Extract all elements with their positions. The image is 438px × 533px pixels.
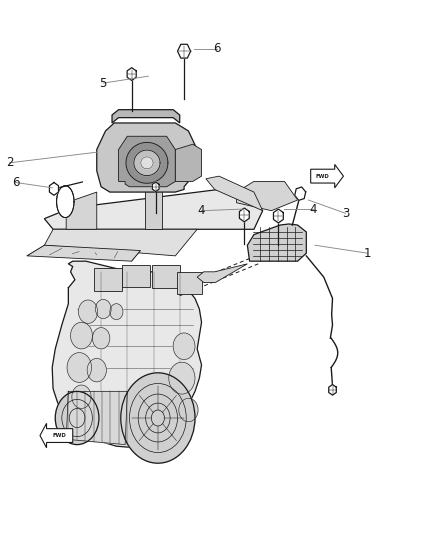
Polygon shape: [52, 261, 201, 447]
Polygon shape: [44, 189, 263, 229]
Text: 4: 4: [198, 204, 205, 217]
Polygon shape: [295, 187, 306, 200]
Polygon shape: [126, 142, 168, 183]
FancyBboxPatch shape: [177, 272, 202, 294]
Text: FWD: FWD: [52, 433, 66, 438]
Polygon shape: [134, 150, 160, 175]
Polygon shape: [247, 224, 306, 261]
Polygon shape: [273, 209, 283, 223]
Circle shape: [78, 300, 98, 324]
FancyBboxPatch shape: [152, 265, 180, 288]
Polygon shape: [329, 384, 336, 395]
Circle shape: [92, 328, 110, 349]
Polygon shape: [127, 68, 136, 80]
FancyBboxPatch shape: [122, 265, 150, 287]
Polygon shape: [206, 176, 263, 211]
Circle shape: [95, 300, 111, 319]
Polygon shape: [237, 181, 297, 211]
Polygon shape: [97, 123, 197, 192]
Circle shape: [110, 304, 123, 320]
Polygon shape: [152, 182, 159, 191]
Text: FWD: FWD: [316, 174, 329, 179]
Text: 1: 1: [364, 247, 371, 260]
Polygon shape: [57, 185, 74, 217]
Polygon shape: [66, 391, 127, 445]
Text: 3: 3: [342, 207, 349, 220]
Polygon shape: [197, 264, 247, 282]
Polygon shape: [40, 423, 73, 448]
Polygon shape: [44, 229, 197, 256]
Text: 4: 4: [309, 203, 317, 215]
Circle shape: [55, 391, 99, 445]
Circle shape: [67, 353, 92, 382]
Circle shape: [169, 362, 195, 394]
Circle shape: [121, 373, 195, 463]
Text: 5: 5: [99, 77, 107, 90]
Polygon shape: [177, 44, 191, 58]
Polygon shape: [119, 136, 175, 187]
Text: 6: 6: [12, 176, 20, 189]
Polygon shape: [311, 165, 343, 188]
Text: 6: 6: [213, 42, 221, 55]
Text: 2: 2: [6, 156, 13, 169]
Polygon shape: [145, 187, 162, 229]
Polygon shape: [66, 192, 97, 229]
FancyBboxPatch shape: [94, 268, 122, 292]
Polygon shape: [175, 144, 201, 181]
Circle shape: [71, 322, 92, 349]
Circle shape: [87, 359, 106, 382]
Circle shape: [173, 333, 195, 360]
Polygon shape: [27, 245, 141, 261]
Circle shape: [179, 398, 198, 422]
Polygon shape: [141, 157, 153, 169]
Circle shape: [72, 385, 91, 408]
Polygon shape: [240, 208, 249, 222]
Polygon shape: [112, 110, 180, 123]
Polygon shape: [49, 182, 59, 195]
